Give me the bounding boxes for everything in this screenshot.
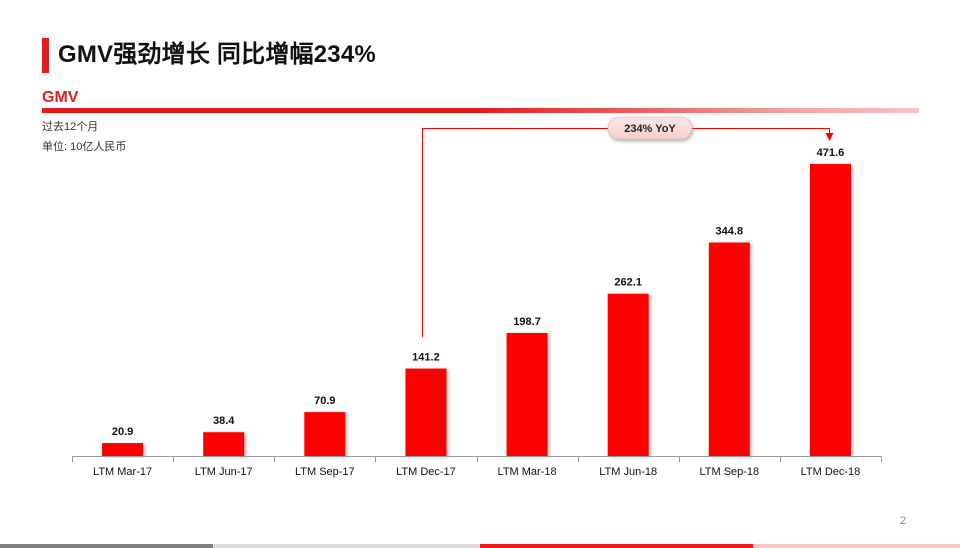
x-tick-label: LTM Jun-17: [195, 466, 253, 478]
yoy-callout-label: 234% YoY: [624, 123, 676, 135]
x-tick-label: LTM Dec-18: [801, 466, 861, 478]
period-note: 过去12个月: [42, 121, 99, 133]
bar-value-label: 20.9: [112, 426, 133, 438]
x-tick-label: LTM Dec-17: [396, 466, 456, 478]
yoy-callout-pill: [607, 116, 693, 140]
page-title: GMV强劲增长 同比增幅234%: [58, 41, 376, 68]
bar-value-label: 38.4: [213, 415, 235, 427]
bar-8: [809, 164, 851, 456]
bar-5: [506, 332, 548, 456]
page-number: 2: [899, 515, 906, 527]
yoy-arrowhead: [825, 133, 834, 141]
x-tick-label: LTM Sep-17: [295, 466, 355, 478]
section-divider: [42, 108, 919, 113]
bar-value-label: 344.8: [716, 226, 744, 238]
bar-value-label: 198.7: [513, 316, 541, 328]
section-label: GMV: [42, 89, 79, 106]
title-accent-bar: [42, 38, 49, 73]
footer-strip: [0, 544, 960, 548]
x-tick-label: LTM Mar-17: [93, 466, 152, 478]
x-tick-label: LTM Jun-18: [599, 466, 657, 478]
bar-7: [708, 242, 750, 456]
x-tick-label: LTM Mar-18: [498, 466, 557, 478]
x-tick-label: LTM Sep-18: [699, 466, 759, 478]
bar-3: [304, 412, 346, 456]
bar-value-label: 471.6: [817, 147, 845, 159]
unit-note: 单位: 10亿人民币: [42, 141, 127, 153]
bar-value-label: 262.1: [614, 277, 642, 289]
bar-2: [203, 432, 245, 456]
bar-value-label: 70.9: [314, 395, 335, 407]
bar-6: [607, 293, 649, 456]
bar-value-label: 141.2: [412, 352, 440, 364]
bar-1: [102, 443, 144, 456]
bar-4: [405, 368, 447, 456]
